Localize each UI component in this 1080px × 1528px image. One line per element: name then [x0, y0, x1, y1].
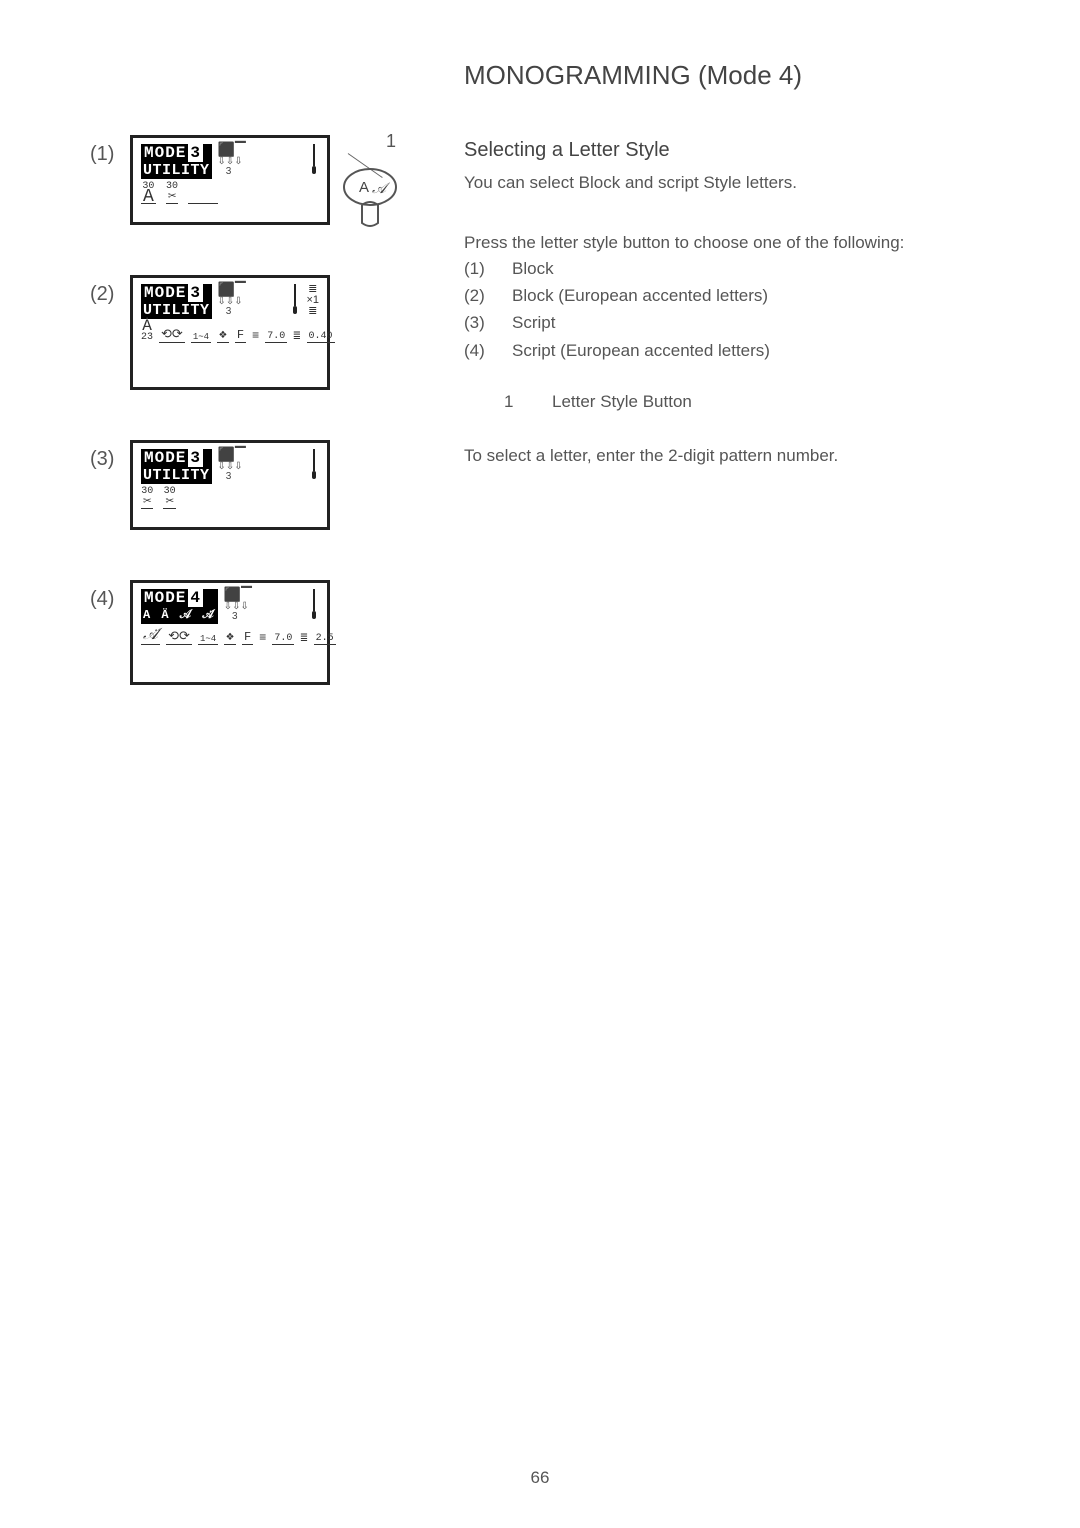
presser-foot-icon: ⬛▔⇩⇩⇩3: [224, 589, 246, 622]
figure-3-label: (3): [90, 440, 130, 471]
section-subheading: Selecting a Letter Style: [464, 139, 1024, 162]
closing-text: To select a letter, enter the 2-digit pa…: [464, 443, 1024, 469]
needle-icon: [311, 449, 317, 479]
option-row-2: (2) Block (European accented letters): [464, 282, 1024, 309]
needle-icon: [311, 144, 317, 174]
figure-4: (4) MODE4 A Ä 𝒜 𝒜̈ ⬛▔⇩⇩⇩3 𝒜̈ ⟲⟳ 1~4: [90, 580, 430, 685]
figures-column: (1) MODE3 UTILITY ⬛▔⇩⇩⇩3 30A 30✂: [90, 135, 430, 735]
presser-foot-icon: ⬛▔⇩⇩⇩3: [218, 284, 240, 317]
presser-foot-icon: ⬛▔⇩⇩⇩3: [218, 144, 240, 177]
option-row-4: (4) Script (European accented letters): [464, 337, 1024, 364]
instruction-text: Press the letter style button to choose …: [464, 230, 1024, 256]
presser-foot-icon: ⬛▔⇩⇩⇩3: [218, 449, 240, 482]
option-row-1: (1) Block: [464, 255, 1024, 282]
page-heading: MONOGRAMMING (Mode 4): [464, 60, 1024, 91]
svg-text:𝒜: 𝒜: [372, 181, 391, 197]
callout-number-1: 1: [386, 131, 396, 152]
lcd-screen-2: MODE3 UTILITY ⬛▔⇩⇩⇩3 ≣×1≣ Ȧ23 ⟲⟳ 1~4 ❖: [130, 275, 330, 390]
figure-1-label: (1): [90, 135, 130, 166]
figure-3: (3) MODE3 UTILITY ⬛▔⇩⇩⇩3 30✂ 30✂: [90, 440, 430, 530]
figure-2: (2) MODE3 UTILITY ⬛▔⇩⇩⇩3 ≣×1≣ Ȧ: [90, 275, 430, 390]
figure-2-label: (2): [90, 275, 130, 306]
intro-text: You can select Block and script Style le…: [464, 170, 1024, 196]
text-column: MONOGRAMMING (Mode 4) Selecting a Letter…: [464, 60, 1024, 468]
page-number: 66: [0, 1468, 1080, 1488]
option-row-3: (3) Script: [464, 309, 1024, 336]
lcd-screen-1: MODE3 UTILITY ⬛▔⇩⇩⇩3 30A 30✂: [130, 135, 330, 225]
figure-4-label: (4): [90, 580, 130, 611]
needle-icon: [311, 589, 317, 619]
lcd-screen-3: MODE3 UTILITY ⬛▔⇩⇩⇩3 30✂ 30✂: [130, 440, 330, 530]
needle-icon: [292, 284, 298, 314]
lcd-screen-4: MODE4 A Ä 𝒜 𝒜̈ ⬛▔⇩⇩⇩3 𝒜̈ ⟲⟳ 1~4 ❖ F ≡ 7.…: [130, 580, 330, 685]
legend-row-1: 1 Letter Style Button: [504, 388, 1024, 415]
letter-style-button-icon: A 𝒜: [340, 165, 400, 229]
svg-text:A: A: [359, 179, 369, 196]
